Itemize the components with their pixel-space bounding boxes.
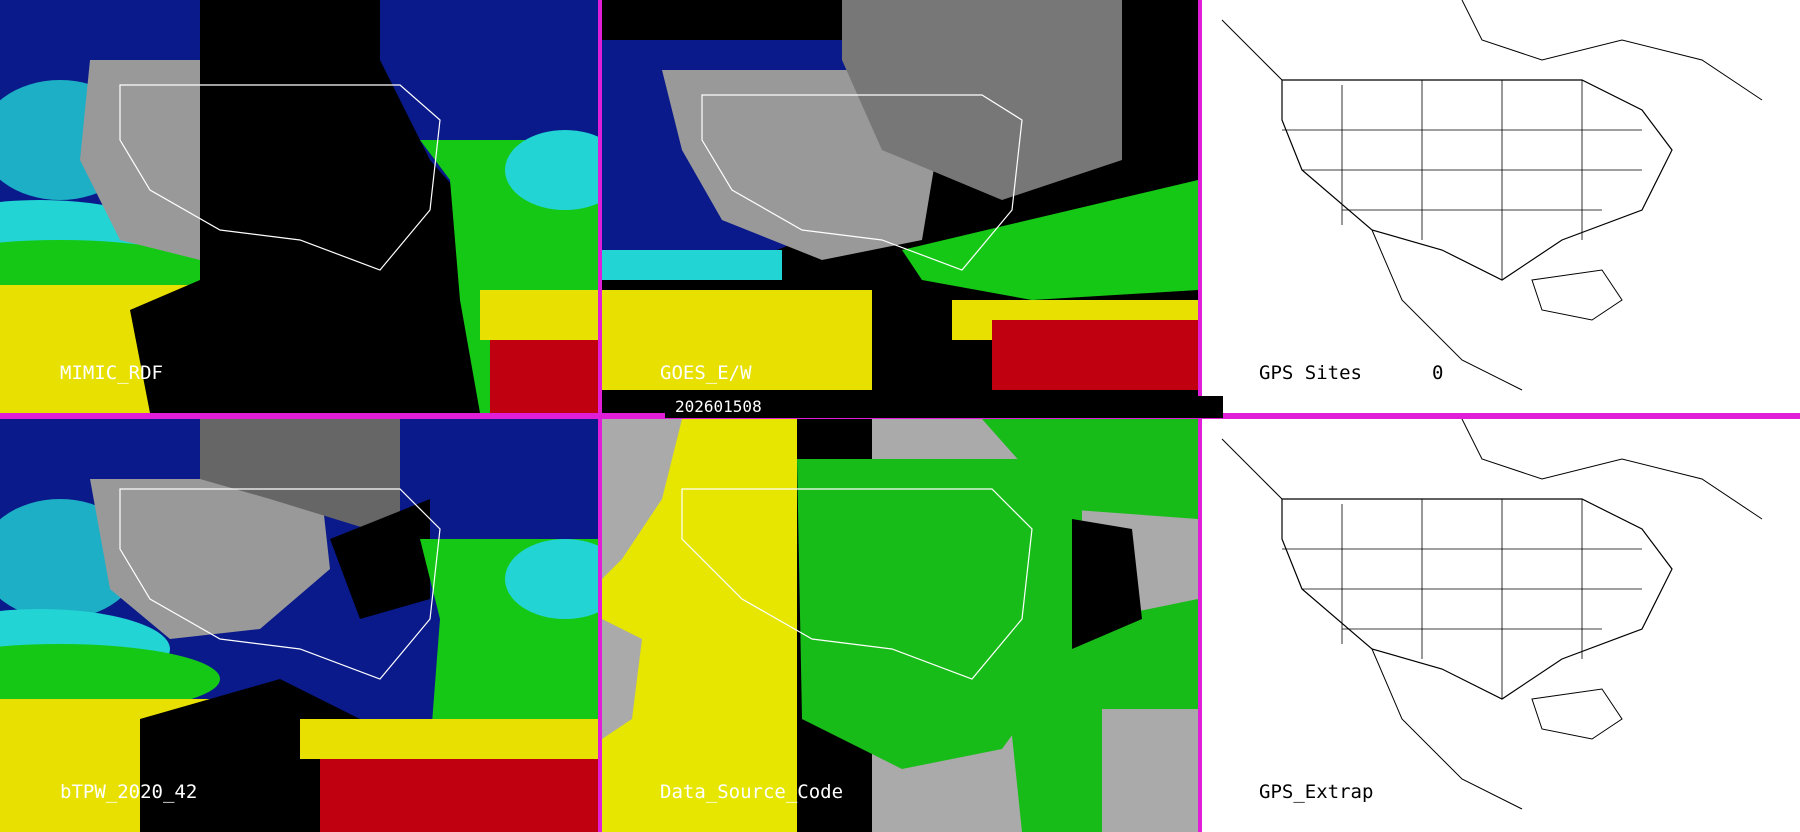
dsc-panel: Data_Source_Code	[602, 419, 1198, 832]
panel-label: Data_Source_Code	[660, 781, 844, 803]
panel-label: GOES_E/W	[660, 362, 752, 384]
gps-extrap-map	[1202, 419, 1800, 832]
btpw-panel: bTPW_2020_42	[0, 419, 598, 832]
gps-sites-panel: GPS Sites 0	[1202, 0, 1800, 413]
gps-extrap-panel: GPS_Extrap	[1202, 419, 1800, 832]
timestamp-bar: 202601508	[665, 396, 1223, 418]
panel-label: GPS_Extrap	[1259, 781, 1374, 803]
panel-label: GPS Sites	[1259, 362, 1362, 384]
panel-label: bTPW_2020_42	[60, 781, 198, 803]
btpw-map	[0, 419, 598, 832]
goes-map	[602, 0, 1198, 413]
panel-label: MIMIC_RDF	[60, 362, 163, 384]
dsc-map	[602, 419, 1198, 832]
goes-panel: GOES_E/W	[602, 0, 1198, 413]
mimic-map	[0, 0, 598, 413]
gps-sites-map	[1202, 0, 1800, 413]
mimic-panel: MIMIC_RDF	[0, 0, 598, 413]
gps-site-count: 0	[1432, 362, 1444, 384]
